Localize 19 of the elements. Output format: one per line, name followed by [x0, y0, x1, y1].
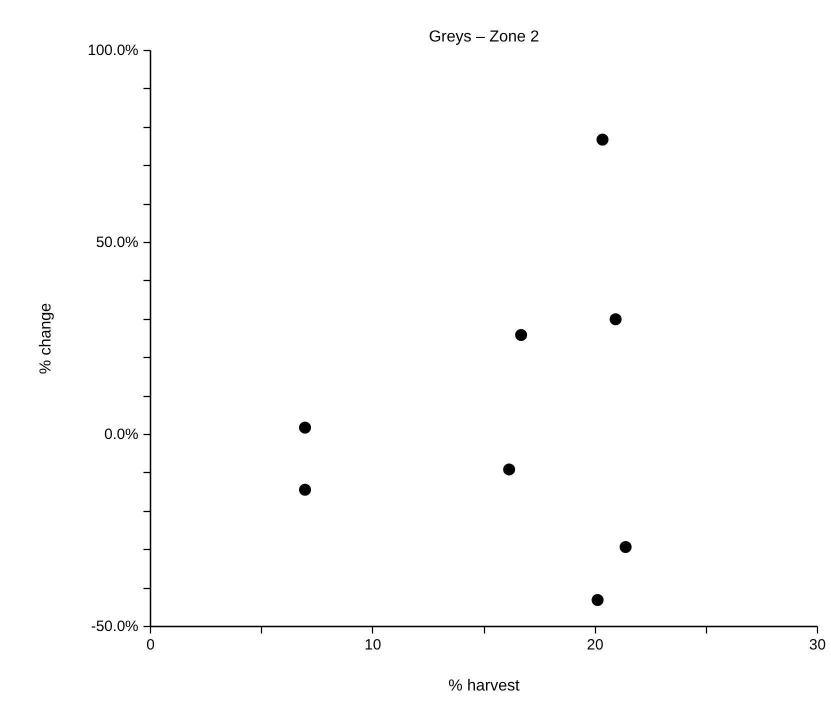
point [592, 594, 604, 606]
point [620, 541, 632, 553]
point [596, 134, 609, 146]
point [299, 422, 312, 434]
x-axis-title: % harvest [448, 678, 520, 694]
y-tick-label: 100.0% [88, 42, 138, 59]
y-tick-label: 50.0% [96, 234, 139, 251]
chart-title: Greys – Zone 2 [428, 28, 540, 46]
point [299, 484, 312, 496]
x-tick-label: 30 [809, 636, 826, 654]
y-tick-label: -50.0% [90, 618, 139, 635]
x-tick-label: 20 [586, 636, 604, 654]
point [515, 329, 528, 342]
x-tick-label: 10 [364, 636, 382, 654]
y-tick-label: 0.0% [104, 426, 139, 443]
y-axis-title: % change [38, 302, 55, 374]
point [610, 313, 622, 326]
point [503, 463, 516, 476]
x-tick-label: 0 [146, 636, 155, 654]
